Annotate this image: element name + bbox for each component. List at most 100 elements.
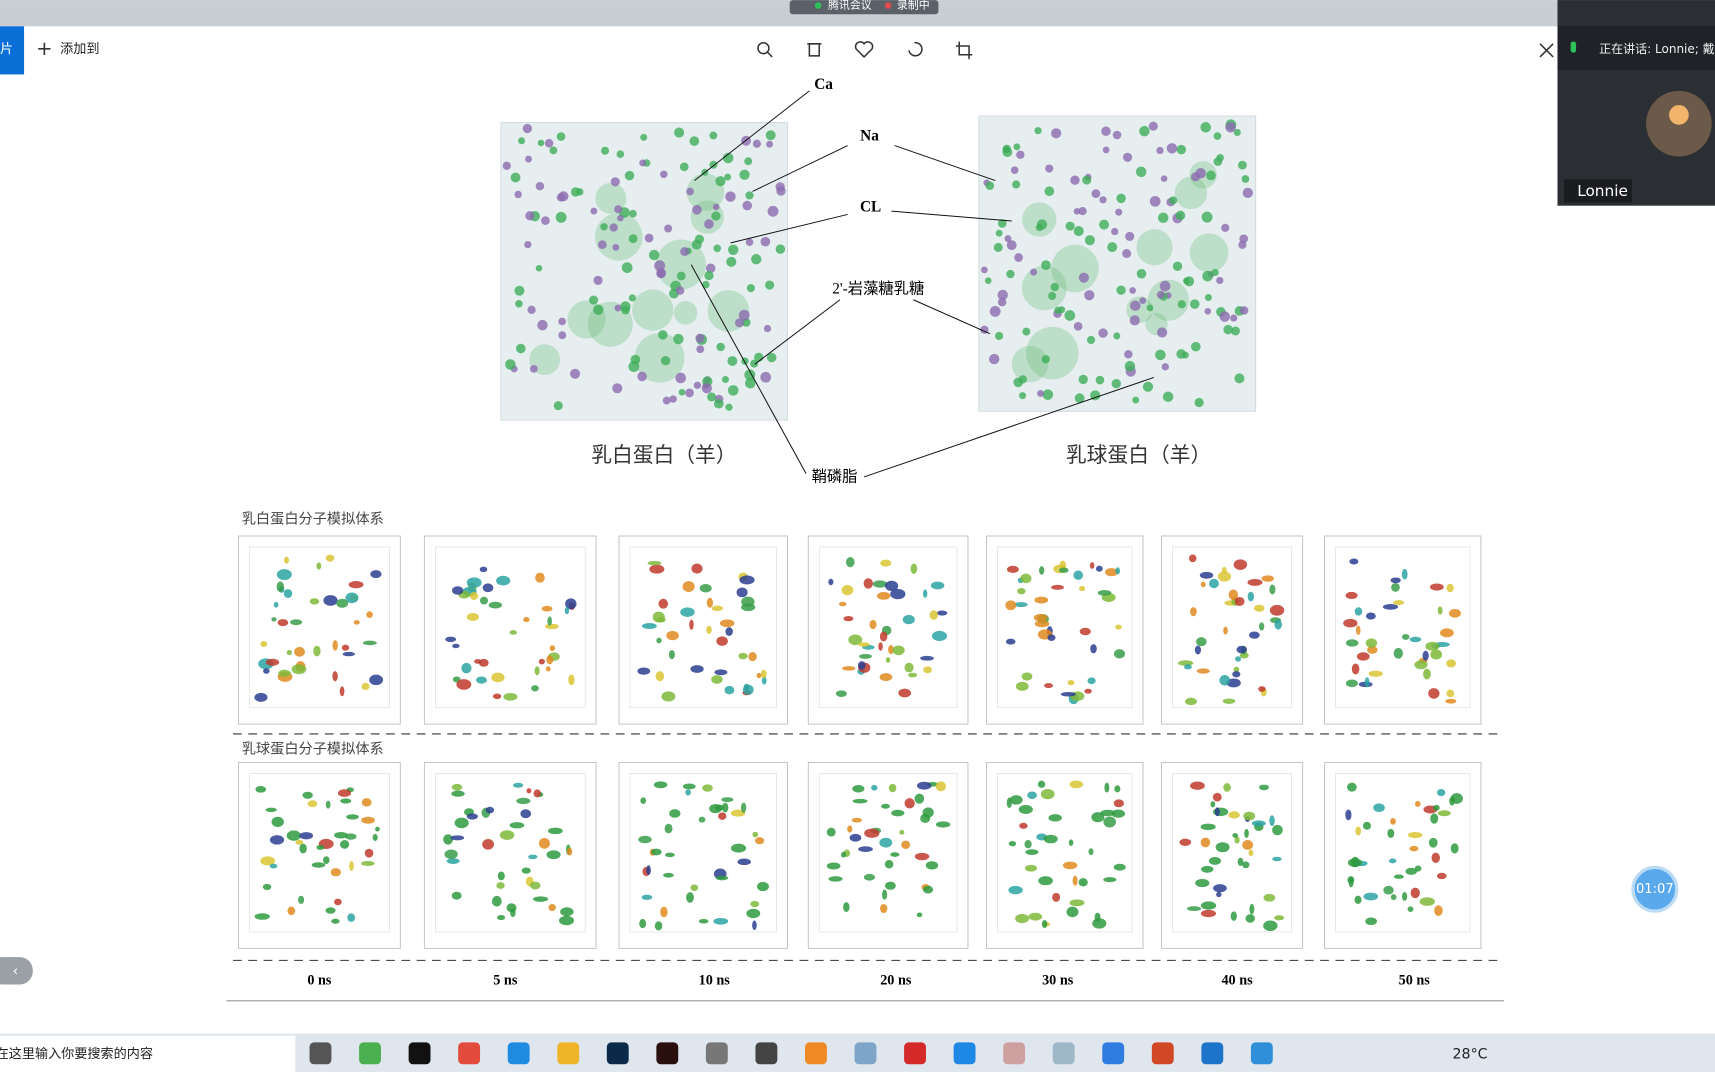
ion xyxy=(1191,341,1201,352)
ribbon xyxy=(843,902,850,913)
ribbon xyxy=(916,781,932,790)
crop-icon[interactable] xyxy=(955,41,973,60)
plus-icon[interactable]: + xyxy=(36,37,52,60)
sim-box-back xyxy=(997,546,1133,709)
ion xyxy=(746,284,755,293)
ribbon xyxy=(1005,600,1017,611)
app-icon[interactable] xyxy=(953,1042,976,1065)
app-icon[interactable] xyxy=(1102,1042,1125,1065)
ribbon xyxy=(654,921,663,931)
edit-icon[interactable] xyxy=(1539,43,1554,58)
sim-box-back xyxy=(1335,773,1471,933)
ribbon xyxy=(1236,645,1247,654)
ribbon xyxy=(1084,688,1092,694)
app-icon[interactable] xyxy=(656,1042,679,1065)
ribbon xyxy=(370,570,382,579)
app-icon[interactable] xyxy=(408,1042,431,1065)
ribbon xyxy=(1401,568,1408,580)
ion xyxy=(535,181,545,191)
app-icon[interactable] xyxy=(1052,1042,1075,1065)
ion xyxy=(514,190,522,199)
ion xyxy=(1139,125,1150,137)
ribbon xyxy=(509,630,517,635)
favorite-icon[interactable] xyxy=(854,41,874,59)
ribbon xyxy=(1034,596,1049,604)
ion xyxy=(1111,379,1121,389)
ribbon xyxy=(513,782,524,788)
ribbon xyxy=(260,856,276,866)
ribbon xyxy=(914,793,925,804)
callout-lines xyxy=(690,90,1155,478)
ribbon xyxy=(1409,636,1422,643)
ribbon xyxy=(1436,789,1446,797)
ion xyxy=(716,342,725,352)
search-box[interactable] xyxy=(0,1035,296,1072)
app-icon[interactable] xyxy=(854,1042,877,1065)
add-to[interactable]: 添加到 xyxy=(60,41,99,57)
ribbon xyxy=(651,848,662,856)
ribbon xyxy=(680,607,695,617)
ion xyxy=(752,139,762,148)
app-icon[interactable] xyxy=(1201,1042,1224,1065)
ribbon xyxy=(1247,578,1263,586)
ribbon xyxy=(1355,826,1362,836)
ribbon xyxy=(299,832,314,840)
ribbon xyxy=(313,645,321,657)
ribbon xyxy=(456,679,472,690)
rotate-icon[interactable] xyxy=(908,41,923,57)
ion xyxy=(1234,373,1245,384)
ion xyxy=(1022,327,1031,336)
ion xyxy=(524,240,532,249)
app-icon[interactable] xyxy=(705,1042,728,1065)
app-icon[interactable] xyxy=(1003,1042,1026,1065)
ribbon xyxy=(658,598,669,609)
ribbon xyxy=(1068,839,1074,846)
ribbon xyxy=(892,645,905,656)
time-label: 5 ns xyxy=(493,972,518,988)
app-icon[interactable] xyxy=(1250,1042,1273,1065)
ion xyxy=(997,297,1007,307)
ribbon xyxy=(826,862,841,870)
timer-text: 01:07 xyxy=(1636,882,1674,897)
ribbon xyxy=(760,669,767,679)
ion xyxy=(620,301,631,312)
prev-button[interactable] xyxy=(0,957,33,985)
timer[interactable] xyxy=(1631,865,1679,913)
ribbon xyxy=(841,851,846,858)
app-icon[interactable] xyxy=(359,1042,381,1065)
app-icon[interactable] xyxy=(507,1042,530,1065)
app-icon[interactable] xyxy=(557,1042,580,1065)
zoom-icon[interactable] xyxy=(757,41,770,55)
ribbon xyxy=(739,575,755,585)
app-icon[interactable] xyxy=(904,1042,926,1065)
app-icon[interactable] xyxy=(309,1042,332,1065)
ion xyxy=(1124,360,1136,372)
ribbon xyxy=(664,823,673,834)
protein xyxy=(1011,345,1049,383)
ribbon xyxy=(1261,575,1274,582)
ion xyxy=(1230,314,1238,322)
ribbon xyxy=(1209,578,1219,589)
ribbon xyxy=(1027,791,1037,800)
left-tab[interactable] xyxy=(0,26,25,75)
ion xyxy=(725,403,733,411)
app-icon[interactable] xyxy=(755,1042,778,1065)
ribbon xyxy=(1219,674,1231,686)
ion xyxy=(1169,196,1178,205)
ribbon xyxy=(361,682,370,691)
ribbon xyxy=(364,848,374,858)
app-icon[interactable] xyxy=(1151,1042,1174,1065)
ion xyxy=(1132,396,1140,404)
ribbon xyxy=(533,896,549,902)
ion xyxy=(1189,299,1200,309)
app-icon[interactable] xyxy=(606,1042,629,1065)
ion xyxy=(537,139,545,147)
app-icon[interactable] xyxy=(805,1042,827,1065)
ribbon xyxy=(353,620,360,625)
app-icon[interactable] xyxy=(458,1042,481,1065)
ribbon xyxy=(1008,885,1023,895)
ribbon xyxy=(1028,912,1043,921)
ribbon xyxy=(935,821,951,828)
delete-icon[interactable] xyxy=(808,43,820,57)
meeting-pill[interactable] xyxy=(789,0,939,15)
